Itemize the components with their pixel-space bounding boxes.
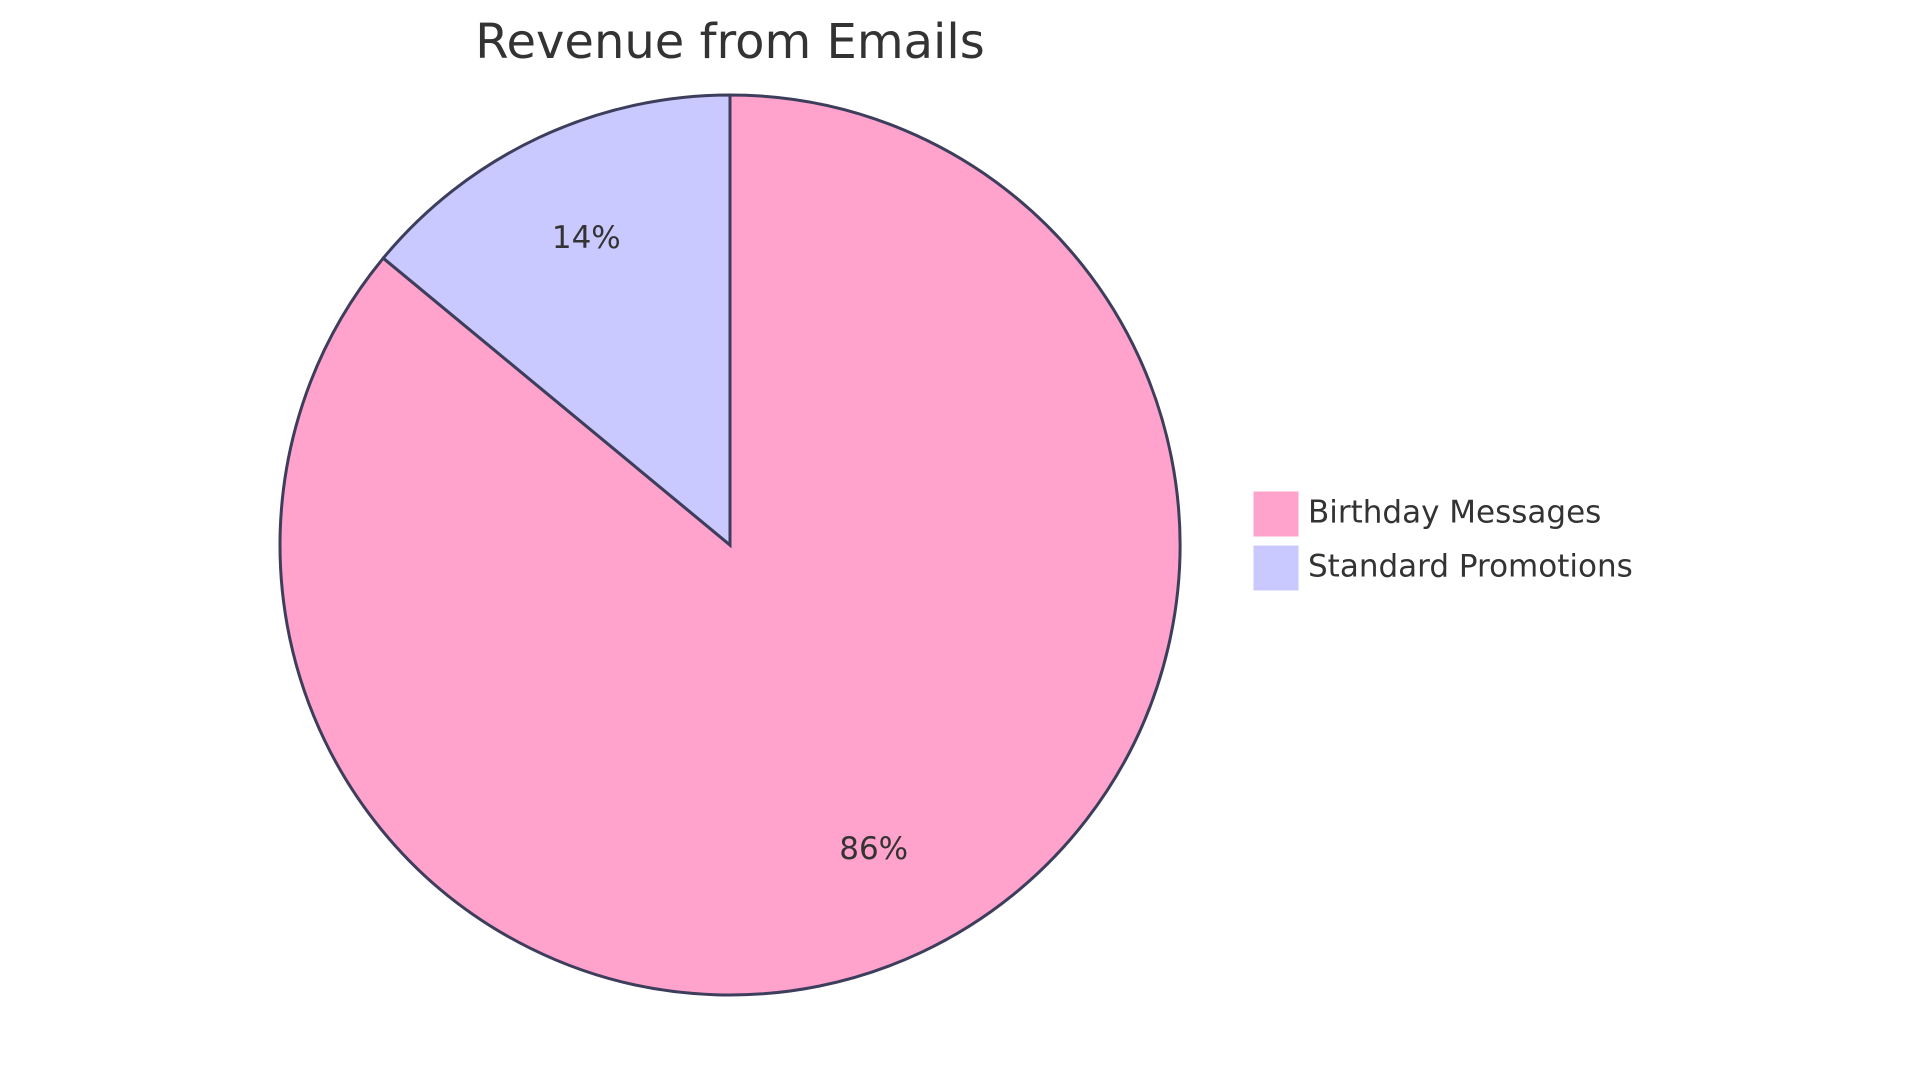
legend-label: Birthday Messages [1308, 495, 1601, 531]
legend-item-birthday-messages: Birthday Messages [1253, 491, 1601, 537]
legend-item-standard-promotions: Standard Promotions [1253, 545, 1633, 591]
legend-label: Standard Promotions [1308, 549, 1633, 585]
legend-swatch [1253, 545, 1299, 591]
chart-title: Revenue from Emails [475, 14, 984, 70]
legend: Birthday Messages Standard Promotions [1253, 491, 1633, 591]
slice-label-birthday-messages: 86% [839, 831, 908, 867]
slice-labels: 86% 14% [552, 220, 908, 867]
pie-slices [278, 93, 1182, 997]
pie-slice-standard-promotions [381, 93, 732, 549]
slice-label-standard-promotions: 14% [552, 220, 621, 256]
legend-swatch [1253, 491, 1299, 537]
